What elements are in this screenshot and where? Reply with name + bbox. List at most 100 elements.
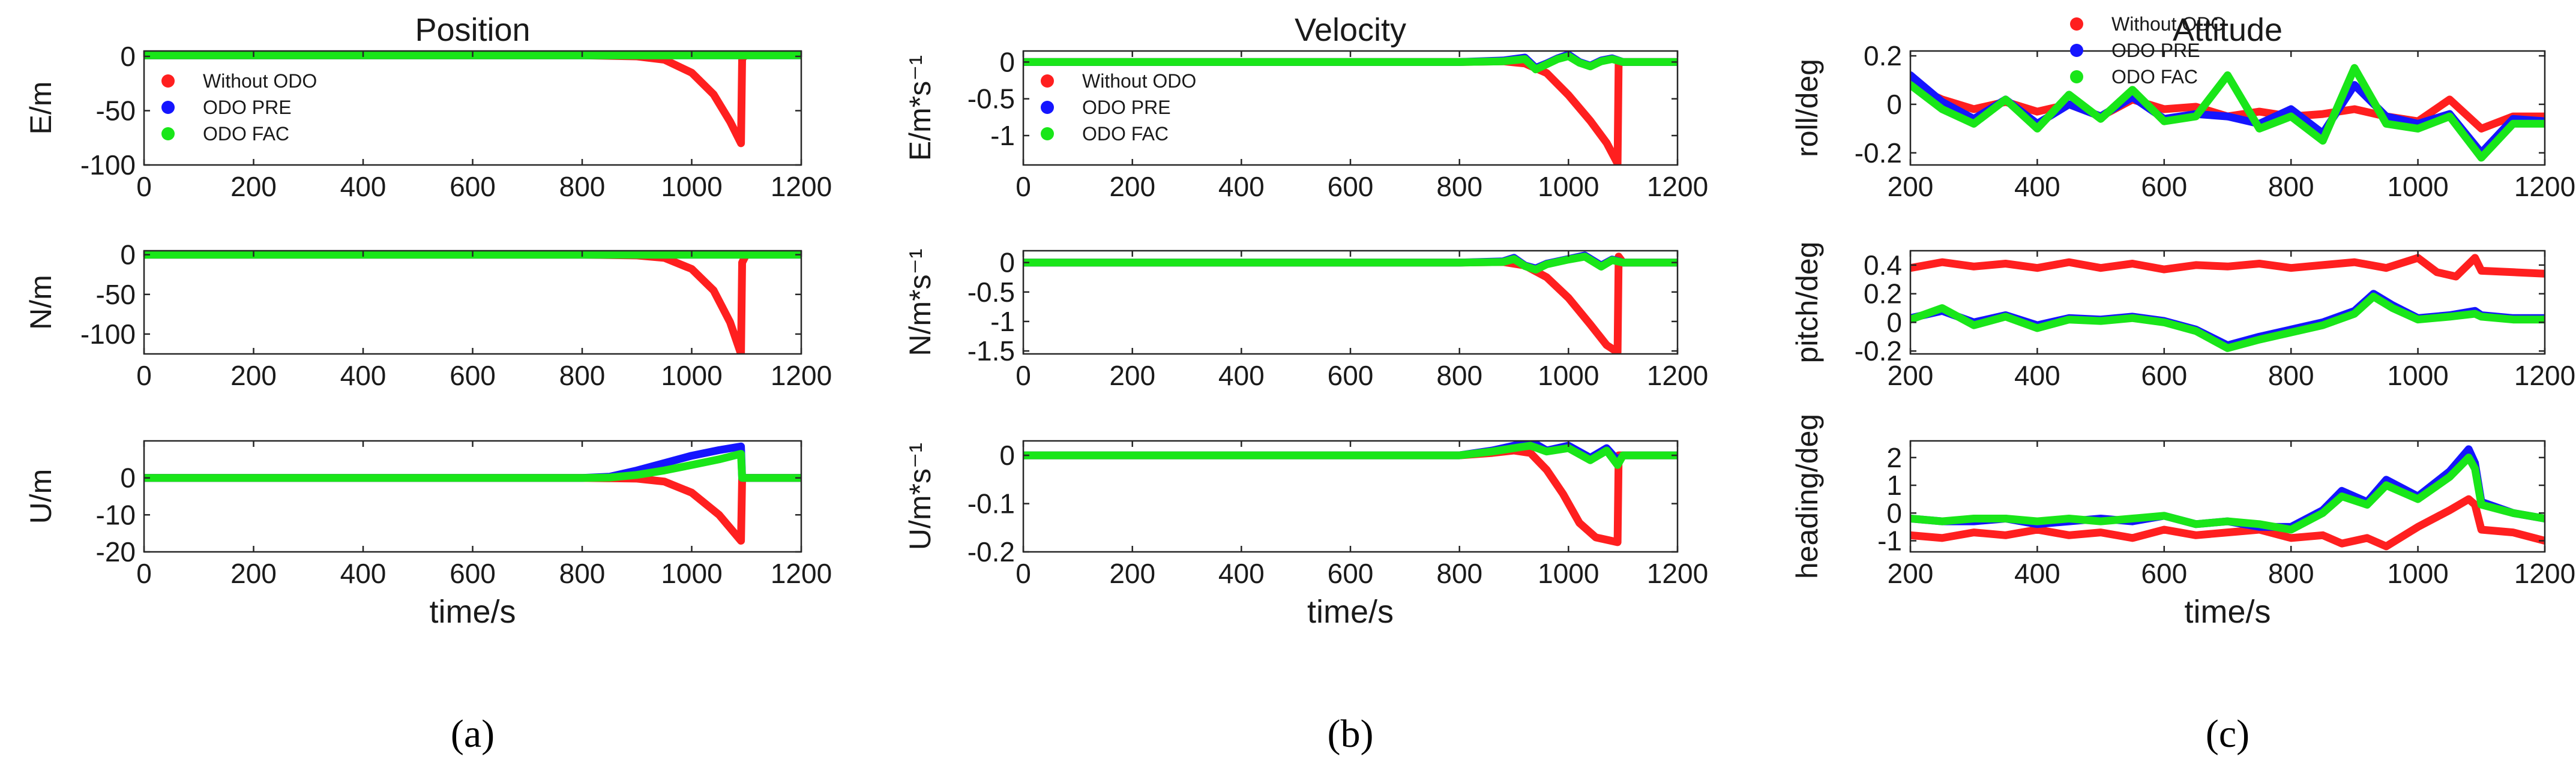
x-tick-label: 200 <box>230 558 277 589</box>
x-tick-label: 400 <box>340 360 387 391</box>
x-tick-label: 1000 <box>1538 171 1599 202</box>
x-tick-label: 1000 <box>2387 360 2448 391</box>
x-tick-label: 800 <box>559 360 606 391</box>
legend-marker <box>2070 44 2083 57</box>
y-axis-label: E/m*s⁻¹ <box>903 55 937 161</box>
x-tick-label: 1200 <box>2514 171 2575 202</box>
x-tick-label: 1200 <box>2514 360 2575 391</box>
y-tick-label: 0 <box>1886 497 1902 528</box>
y-tick-label: -0.5 <box>968 277 1015 308</box>
y-tick-label: -20 <box>96 536 136 567</box>
x-tick-label: 1000 <box>1538 558 1599 589</box>
subplot-b-3: 0 200 400 600 800 1000 1200 0 -0.1 -0.2 U/m*s⁻¹ tim… <box>903 440 1708 630</box>
x-tick-label: 1000 <box>2387 558 2448 589</box>
x-tick-label: 600 <box>1328 360 1374 391</box>
y-tick-label: 0.2 <box>1864 278 1902 310</box>
series-line-odo-fac <box>1023 52 1678 74</box>
y-tick-label: -0.2 <box>1855 137 1902 169</box>
y-axis-label: E/m <box>24 82 58 135</box>
x-tick-label: 600 <box>2141 360 2187 391</box>
legend-label: Without ODO <box>1082 70 1196 92</box>
y-axis-label: N/m*s⁻¹ <box>903 248 937 356</box>
legend-label: ODO FAC <box>2111 66 2198 88</box>
x-tick-label: 200 <box>230 360 277 391</box>
x-tick-label: 200 <box>1888 558 1934 589</box>
x-tick-label: 1200 <box>1647 558 1708 589</box>
x-tick-label: 0 <box>136 360 152 391</box>
x-tick-label: 600 <box>450 360 496 391</box>
x-tick-label: 600 <box>1328 558 1374 589</box>
x-tick-label: 1000 <box>661 558 722 589</box>
x-tick-label: 800 <box>1436 558 1482 589</box>
x-tick-label: 600 <box>1328 171 1374 202</box>
subplot-c-2: 200 400 600 800 1000 1200 0.40.20-0.2 pitch/deg <box>1790 242 2575 391</box>
x-tick-label: 200 <box>1109 558 1155 589</box>
legend-label: Without ODO <box>2111 13 2225 35</box>
y-axis-label: N/m <box>24 275 58 330</box>
x-tick-label: 200 <box>230 171 277 202</box>
y-tick-label: -0.2 <box>968 536 1015 567</box>
panel-c-title: Attitude <box>2173 12 2283 48</box>
y-tick-label: -1.5 <box>968 335 1015 367</box>
y-tick-label: -0.1 <box>968 488 1015 519</box>
series-line-odo-fac <box>1910 453 2545 534</box>
x-tick-label: 200 <box>1888 171 1934 202</box>
legend-label: Without ODO <box>203 70 317 92</box>
x-tick-label: 800 <box>559 558 606 589</box>
x-tick-label: 400 <box>340 558 387 589</box>
legend-marker <box>1041 74 1054 88</box>
x-tick-label: 200 <box>1109 171 1155 202</box>
y-axis-label: pitch/deg <box>1790 242 1824 364</box>
y-tick-label: 0 <box>999 46 1015 77</box>
x-tick-label: 400 <box>340 171 387 202</box>
axes-frame <box>143 250 802 355</box>
panel-a-caption: (a) <box>451 712 495 756</box>
y-tick-label: 0 <box>120 41 136 72</box>
x-tick-label: 600 <box>2141 558 2187 589</box>
subplot-c-1: 200 400 600 800 1000 1200 0.2 0 -0.2 roll/deg With… <box>1790 13 2575 202</box>
x-tick-label: 800 <box>2268 558 2314 589</box>
x-tick-label: 1000 <box>1538 360 1599 391</box>
y-tick-label: -1 <box>990 120 1015 151</box>
y-tick-label: -0.5 <box>968 83 1015 115</box>
x-tick-label: 1000 <box>661 360 722 391</box>
y-tick-label: 0 <box>120 239 136 271</box>
y-tick-label: 0.2 <box>1864 40 1902 71</box>
x-tick-label: 0 <box>1016 171 1031 202</box>
y-tick-label: 0 <box>1886 307 1902 338</box>
y-tick-label: 0 <box>999 247 1015 278</box>
series-line-odo-fac <box>144 450 801 482</box>
legend-label: ODO FAC <box>203 123 289 145</box>
legend-marker <box>2070 70 2083 83</box>
axes-frame <box>1909 250 2546 355</box>
x-tick-label: 1200 <box>771 558 832 589</box>
series-line-odo-fac <box>1910 292 2545 352</box>
y-axis-label: U/m*s⁻¹ <box>903 443 937 550</box>
series-line-without-odo <box>144 251 801 354</box>
legend-label: ODO PRE <box>203 97 292 118</box>
series-line-odo-fac <box>1910 64 2545 162</box>
y-tick-label: -50 <box>96 279 136 310</box>
y-tick-label: 1 <box>1886 470 1902 501</box>
x-tick-label: 0 <box>136 171 152 202</box>
subplot-a-1: 0 200 400 600 800 1000 1200 0 -50 -100 E/m Without … <box>24 41 832 202</box>
x-tick-label: 600 <box>450 171 496 202</box>
axes-frame <box>1909 440 2546 553</box>
x-tick-label: 1200 <box>1647 171 1708 202</box>
panel-c-caption: (c) <box>2206 712 2249 756</box>
y-tick-label: 2 <box>1886 442 1902 473</box>
y-tick-label: -0.2 <box>1855 335 1902 367</box>
legend: Without ODO ODO PRE ODO FAC <box>161 70 317 145</box>
x-tick-label: 0 <box>1016 558 1031 589</box>
series-line-without-odo <box>1023 253 1678 354</box>
axes-frame <box>1909 50 2546 166</box>
y-tick-label: -50 <box>96 95 136 127</box>
x-tick-label: 800 <box>1436 360 1482 391</box>
legend-label: ODO FAC <box>1082 123 1169 145</box>
x-tick-label: 400 <box>1218 558 1265 589</box>
y-axis-label: heading/deg <box>1790 414 1824 579</box>
x-tick-label: 800 <box>2268 360 2314 391</box>
legend: Without ODO ODO PRE ODO FAC <box>1041 70 1196 145</box>
